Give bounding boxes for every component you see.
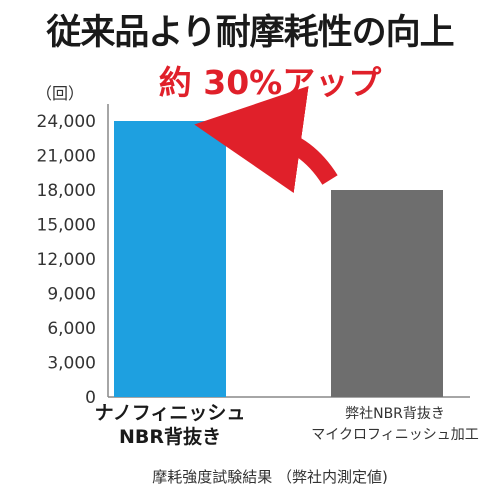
chart-title: 従来品より耐摩耗性の向上 [46,13,454,53]
bar [331,190,443,397]
x-category-label: マイクロフィニッシュ加工 [311,427,478,443]
bar-chart: 0 3,000 6,000 9,000 12,000 15,000 18,000 21,000… [37,86,479,448]
y-tick-label: 12,000 [37,250,96,270]
x-category-label: 弊社NBR背抜き [345,406,445,422]
y-tick-label: 6,000 [47,319,96,339]
y-tick-label: 15,000 [37,216,96,236]
y-tick-label: 18,000 [37,181,96,201]
y-tick-label: 24,000 [37,112,96,132]
y-tick-label: 3,000 [47,354,96,374]
y-axis-unit: （回） [36,84,85,103]
chart-footnote: 摩耗強度試験結果 （弊社内測定値) [152,468,388,486]
x-category-label: NBR背抜き [119,425,221,448]
y-tick-label: 0 [85,388,96,408]
y-tick-label: 9,000 [47,285,96,305]
x-category-label: ナノフィニッシュ [95,402,246,424]
increase-arrow [194,86,338,193]
bar [114,121,226,397]
y-tick-label: 21,000 [37,147,96,167]
